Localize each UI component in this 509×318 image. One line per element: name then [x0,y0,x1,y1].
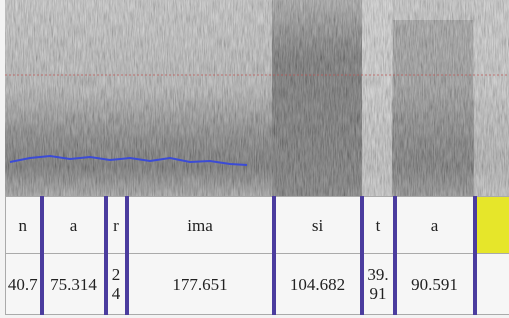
cell: 90.591 [395,254,475,315]
cell: t [362,197,395,254]
cell: 177.651 [127,254,274,315]
cell: a [42,197,106,254]
screenshot: n a r ima si t a 40.7 75.314 24 177.651 … [0,0,509,318]
spectrogram [0,0,509,196]
segment-table: n a r ima si t a 40.7 75.314 24 177.651 … [5,196,509,315]
cell: n [6,197,42,254]
segment-row: n a r ima si t a [6,197,509,254]
cell: 39.91 [362,254,395,315]
cell: 24 [106,254,127,315]
cell: 40.7 [6,254,42,315]
empty-cell [475,254,509,315]
highlight-cell [475,197,509,254]
spectrogram-noise [5,0,509,196]
cell: r [106,197,127,254]
duration-row: 40.7 75.314 24 177.651 104.682 39.91 90.… [6,254,509,315]
cell: si [274,197,362,254]
cell: 75.314 [42,254,106,315]
cell: 104.682 [274,254,362,315]
cell: a [395,197,475,254]
cell: ima [127,197,274,254]
